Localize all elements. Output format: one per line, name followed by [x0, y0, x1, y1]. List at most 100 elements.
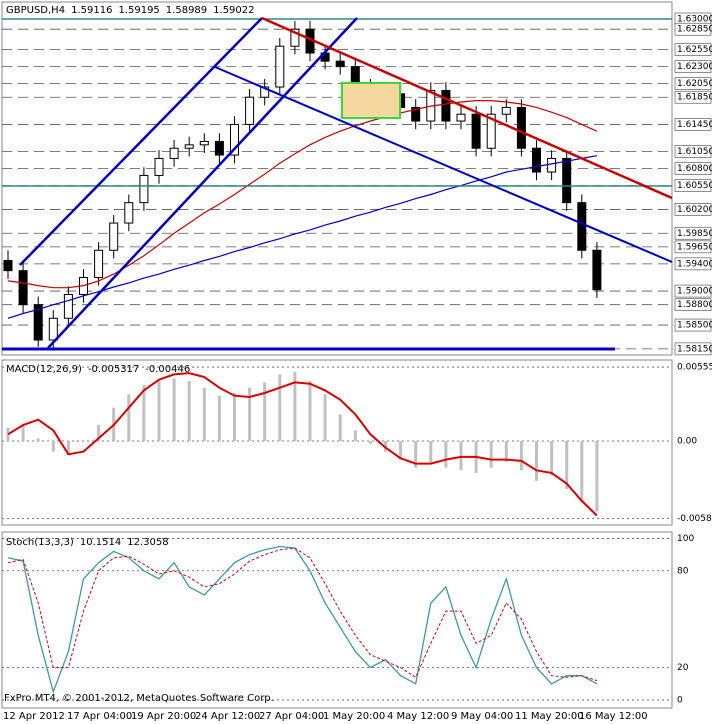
candle-body [139, 174, 149, 204]
moving-average [7, 100, 598, 289]
y-tick-label: 1.59000 [677, 287, 712, 297]
price-label-box [674, 90, 712, 104]
header-value: 10.1514 [80, 537, 121, 548]
candle-body [290, 28, 300, 47]
quote: 1.59116 1.59195 1.58989 1.59022 [71, 5, 254, 16]
macd-signal [7, 372, 598, 517]
candle-body [516, 106, 526, 149]
price-label-box [674, 145, 712, 158]
y-tick-label: 1.60550 [677, 181, 712, 191]
y-tick-label: 20 [677, 663, 689, 673]
x-tick-label: 4 May 12:00 [387, 711, 449, 722]
candle-body [260, 86, 270, 98]
candle-body [456, 113, 466, 122]
x-tick-label: 12 Apr 2012 [3, 711, 65, 722]
candle-body [230, 123, 239, 156]
candle-body [124, 202, 134, 224]
x-tick-label: 11 May 20:00 [515, 711, 584, 722]
y-tick-label: 1.61450 [677, 120, 712, 130]
price-label-box [674, 43, 712, 56]
y-tick-label: 1.62550 [677, 45, 712, 55]
y-tick-label: 1.59400 [677, 259, 712, 269]
drawn-objects [2, 16, 673, 351]
trend-line [214, 66, 673, 263]
y-tick-label: 1.60800 [677, 164, 712, 174]
candle-body [48, 317, 58, 341]
y-tick-label: 100 [677, 534, 694, 544]
x-tick-label: 17 Apr 04:00 [67, 711, 132, 722]
y-tick-label: 0 [677, 695, 683, 705]
macd-header: MACD(12,26,9) -0.005317 -0.00446 [6, 364, 190, 375]
x-tick-label: 9 May 04:00 [451, 711, 513, 722]
price-label-box [674, 226, 712, 240]
trend-line [261, 16, 673, 200]
x-tick-label: 16 May 12:00 [579, 711, 648, 722]
y-tick-label: 1.60200 [677, 205, 712, 215]
y-tick-label: 0.00 [677, 436, 697, 446]
candle-body [501, 106, 511, 115]
y-tick-label: 1.59850 [677, 229, 712, 239]
price-label-box [674, 60, 712, 73]
header-value: 1.58989 [166, 5, 207, 16]
header-value: 12.3058 [127, 537, 168, 548]
x-tick-label: 1 May 20:00 [323, 711, 385, 722]
x-tick-label: 27 Apr 04:00 [259, 711, 324, 722]
channel-line [47, 17, 358, 349]
candle-body [63, 293, 73, 319]
price-label-box [674, 342, 712, 356]
y-tick-label: -0.00583 [677, 514, 712, 524]
candle-body [486, 113, 496, 149]
candle-body [577, 202, 587, 251]
price-label-box [674, 203, 712, 216]
y-tick-label: 1.58150 [677, 344, 712, 354]
y-tick-label: 1.61850 [677, 93, 712, 103]
candle-body [245, 96, 255, 125]
price-label-box [674, 162, 712, 175]
header-value: 1.59195 [118, 5, 159, 16]
price-label-box [674, 179, 712, 192]
macd-title: MACD(12,26,9) [6, 364, 82, 375]
price-label-box [674, 240, 712, 254]
candle-body [562, 157, 572, 204]
y-tick-label: 1.61050 [677, 147, 712, 157]
stoch-title: Stoch(13,3,3) [6, 537, 74, 548]
y-tick-label: 1.62300 [677, 62, 712, 72]
y-tick-label: 1.59650 [677, 242, 712, 252]
symbol: GBPUSD,H4 [6, 5, 65, 16]
price-label-box [674, 318, 712, 332]
macd-values: -0.005317 -0.00446 [88, 364, 190, 375]
candle-body [33, 304, 43, 341]
candle-body [94, 249, 104, 278]
candle-body [441, 89, 451, 122]
candle-body [335, 60, 345, 68]
x-tick-label: 19 Apr 20:00 [131, 711, 196, 722]
candle-body [18, 270, 28, 306]
stoch-values: 10.1514 12.3058 [80, 537, 169, 548]
channel-line [19, 17, 263, 266]
y-tick-label: 1.58800 [677, 300, 712, 310]
y-tick-label: 80 [677, 566, 689, 576]
header-value: -0.005317 [88, 364, 139, 375]
y-tick-label: 1.62050 [677, 79, 712, 89]
price-label-box [674, 22, 712, 36]
price-label-box [674, 257, 712, 271]
range-box [341, 82, 401, 119]
candle-body [109, 222, 119, 251]
price-label-box [674, 284, 712, 298]
y-tick-label: 1.58500 [677, 321, 712, 331]
x-tick-label: 24 Apr 12:00 [195, 711, 260, 722]
stoch-main [7, 545, 598, 695]
macd-panel [1, 359, 673, 526]
candle-body [3, 259, 13, 272]
candle-body [184, 144, 194, 149]
candle-body [169, 147, 179, 159]
stoch-header: Stoch(13,3,3) 10.1514 12.3058 [6, 537, 169, 548]
stoch-panel [1, 531, 673, 709]
candle-body [275, 45, 285, 88]
header-value: 1.59116 [71, 5, 112, 16]
price-panel [1, 1, 673, 356]
moving-average [7, 155, 598, 319]
candle-body [547, 157, 557, 173]
candle-body [199, 140, 209, 146]
